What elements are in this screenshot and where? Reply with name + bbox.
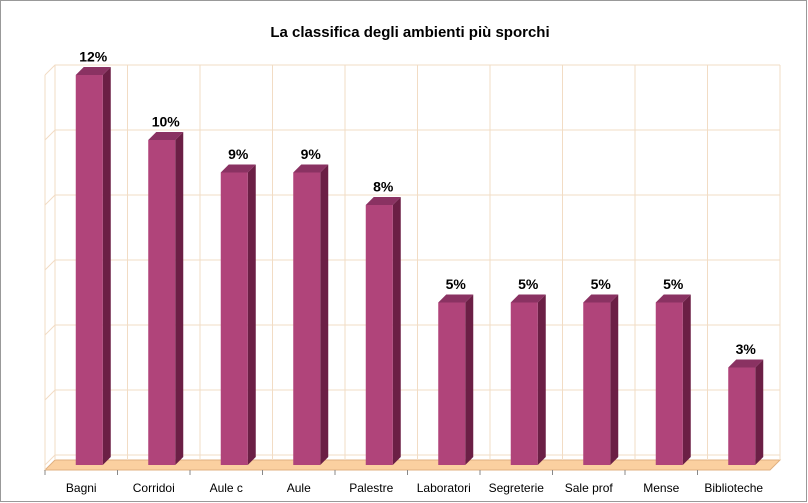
bar xyxy=(655,302,683,465)
data-label: 8% xyxy=(373,179,394,195)
bar-top xyxy=(75,67,111,75)
data-label: 12% xyxy=(79,49,108,65)
data-label: 5% xyxy=(591,276,612,292)
bar-side xyxy=(610,294,619,465)
bar xyxy=(510,302,538,465)
bar-side xyxy=(175,132,184,465)
grid-line xyxy=(44,64,780,76)
x-tick-label: Laboratori xyxy=(417,481,471,495)
bar-top xyxy=(728,359,764,368)
x-tick-label: Biblioteche xyxy=(704,481,763,495)
bar-side xyxy=(320,164,329,465)
bar xyxy=(583,302,611,465)
grid-line xyxy=(44,129,780,141)
bar-top xyxy=(220,164,256,173)
x-tick-label: Sale prof xyxy=(565,481,614,495)
x-tick-label: Palestre xyxy=(349,481,393,495)
bar-top xyxy=(148,132,184,140)
bar-top xyxy=(583,294,619,303)
data-label: 3% xyxy=(736,341,757,357)
data-label: 5% xyxy=(446,276,467,292)
bar xyxy=(75,75,103,465)
bar-top xyxy=(438,294,474,303)
bar xyxy=(365,205,393,465)
data-label: 5% xyxy=(518,276,539,292)
bar xyxy=(148,140,176,465)
grid-line xyxy=(44,194,780,206)
data-label: 10% xyxy=(152,114,181,130)
chart-title: La classifica degli ambienti più sporchi xyxy=(270,24,549,41)
x-tick-label: Aule c xyxy=(210,481,243,495)
bar xyxy=(438,302,466,465)
x-tick-label: Segreterie xyxy=(489,481,545,495)
x-tick-label: Bagni xyxy=(66,481,97,495)
bar-side xyxy=(392,197,401,465)
bar xyxy=(220,172,248,465)
bar-top xyxy=(510,294,546,303)
x-tick-label: Mense xyxy=(643,481,679,495)
x-tick-label: Aule xyxy=(287,481,311,495)
data-label: 5% xyxy=(663,276,684,292)
bar-side xyxy=(465,294,474,465)
bar-side xyxy=(682,294,691,465)
bar-top xyxy=(365,197,401,205)
bar-side xyxy=(102,67,111,465)
bar-side xyxy=(755,359,764,465)
data-label: 9% xyxy=(228,146,249,162)
bar-top xyxy=(293,164,329,173)
bar xyxy=(728,367,756,465)
x-tick-label: Corridoi xyxy=(133,481,175,495)
bar-top xyxy=(655,294,691,303)
bar xyxy=(293,172,321,465)
grid-line xyxy=(44,259,780,271)
data-label: 9% xyxy=(301,146,322,162)
bar-side xyxy=(537,294,546,465)
bar-side xyxy=(247,164,256,465)
